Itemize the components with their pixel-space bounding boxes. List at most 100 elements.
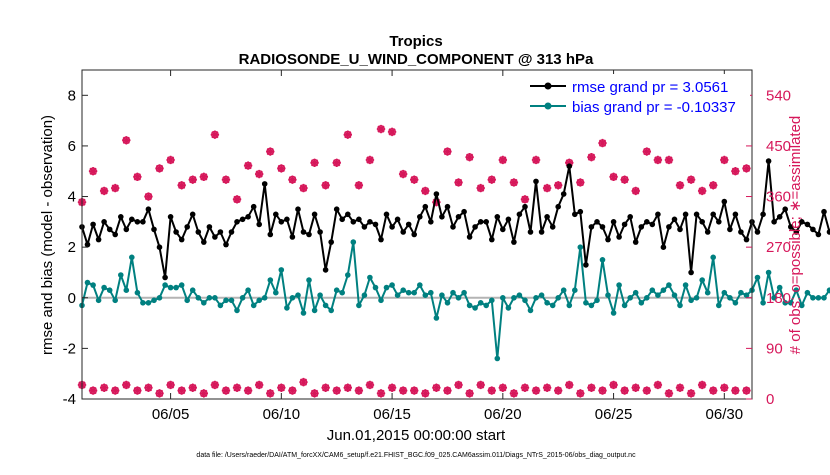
bias-series-point — [577, 244, 584, 250]
x-tick-label: 06/10 — [263, 406, 301, 423]
rmse-series-point — [782, 206, 788, 212]
chart-title: Tropics — [389, 33, 442, 50]
bias-series-point — [538, 292, 545, 299]
bias-series-point — [228, 297, 235, 304]
obs-marker-low — [531, 386, 541, 395]
bias-series-point — [284, 305, 290, 311]
obs-marker-high — [387, 127, 397, 137]
bias-series-point — [655, 292, 661, 299]
obs-marker-high — [199, 172, 209, 182]
bias-series-point — [206, 295, 213, 301]
rmse-series-point — [821, 208, 827, 215]
obs-marker-high — [354, 181, 364, 190]
obs-marker-high — [598, 138, 607, 148]
rmse-series-point — [151, 226, 157, 233]
obs-marker-low — [664, 389, 674, 398]
bias-series-point — [189, 287, 196, 294]
obs-marker-high — [487, 175, 496, 184]
bias-series-point — [195, 295, 202, 301]
rmse-series-point — [195, 229, 202, 235]
obs-marker-low — [188, 383, 197, 392]
rmse-series-point — [134, 219, 141, 225]
obs-marker-low — [697, 380, 707, 390]
rmse-series-point — [189, 211, 196, 218]
rmse-series-point — [793, 229, 800, 235]
rmse-series-point — [826, 229, 830, 235]
rmse-series-point — [405, 221, 412, 228]
bias-series-point — [627, 295, 633, 301]
y-tick-label-right: 90 — [766, 340, 783, 357]
bias-series-point — [560, 287, 567, 294]
bias-series-point — [123, 287, 130, 294]
obs-marker-high — [609, 172, 618, 182]
rmse-series-point — [450, 224, 456, 230]
rmse-series-point — [522, 203, 528, 210]
bias-series-point — [428, 289, 434, 296]
rmse-series-point — [383, 211, 390, 218]
rmse-series-point — [417, 214, 423, 220]
bias-series-point — [754, 274, 761, 281]
obs-marker-high — [642, 147, 651, 156]
rmse-series-point — [239, 216, 246, 223]
rmse-series-point — [788, 224, 794, 230]
bias-series-point — [212, 295, 218, 301]
obs-marker-low — [598, 386, 607, 395]
obs-marker-low — [686, 389, 696, 398]
bias-series-point — [461, 289, 467, 296]
rmse-series-point — [693, 211, 700, 218]
legend: rmse grand pr = 3.0561 bias grand pr = -… — [526, 74, 750, 118]
obs-marker-low — [498, 383, 508, 392]
bias-series-point — [489, 297, 495, 304]
bias-series-point — [555, 295, 561, 301]
bias-series-point — [682, 282, 689, 288]
obs-marker-low — [210, 380, 220, 390]
bias-series-point — [638, 300, 645, 306]
rmse-series-point — [644, 219, 650, 225]
bias-series-point — [500, 295, 506, 301]
bias-series-point — [339, 289, 346, 296]
rmse-series-point — [178, 236, 185, 243]
rmse-series-point — [588, 224, 595, 230]
obs-marker-high — [421, 186, 430, 196]
rmse-series-point — [145, 206, 152, 212]
bias-series-point — [666, 282, 672, 288]
obs-marker-high — [576, 178, 585, 187]
rmse-series-point — [677, 226, 683, 233]
obs-marker-low — [443, 386, 452, 395]
rmse-series-point — [112, 231, 118, 238]
obs-marker-low — [542, 383, 552, 392]
obs-marker-high — [188, 175, 197, 184]
bias-series-point — [472, 305, 478, 311]
obs-marker-low — [343, 383, 352, 392]
bias-series-point — [250, 302, 257, 309]
rmse-series-point — [101, 219, 107, 225]
rmse-series-point — [472, 224, 478, 230]
bias-series-point — [317, 292, 323, 299]
rmse-series-point — [250, 203, 257, 210]
obs-marker-low — [354, 386, 364, 395]
rmse-series-point — [167, 214, 174, 220]
rmse-series-point — [516, 211, 523, 218]
bias-series-point — [405, 289, 412, 296]
obs-marker-low — [653, 380, 663, 390]
bias-series-point — [311, 307, 318, 314]
rmse-series-point — [627, 214, 633, 220]
obs-marker-high — [465, 152, 474, 162]
bias-series-point — [760, 300, 766, 306]
bias-series-point — [572, 287, 578, 294]
bias-series-point — [372, 284, 379, 291]
obs-marker-high — [133, 172, 142, 182]
obs-marker-low — [99, 383, 109, 392]
obs-marker-high — [144, 192, 153, 201]
rmse-series-point — [572, 211, 578, 218]
y-tick-label-left: 0 — [68, 290, 76, 307]
obs-marker-low — [155, 389, 164, 398]
rmse-series-point — [649, 221, 656, 228]
obs-marker-high — [111, 183, 120, 193]
bias-series-point — [826, 287, 830, 293]
obs-marker-high — [155, 164, 164, 173]
rmse-series-point — [489, 236, 495, 243]
bias-series-point — [693, 295, 700, 301]
rmse-series-point — [394, 216, 401, 223]
legend-rmse-marker — [544, 82, 552, 90]
